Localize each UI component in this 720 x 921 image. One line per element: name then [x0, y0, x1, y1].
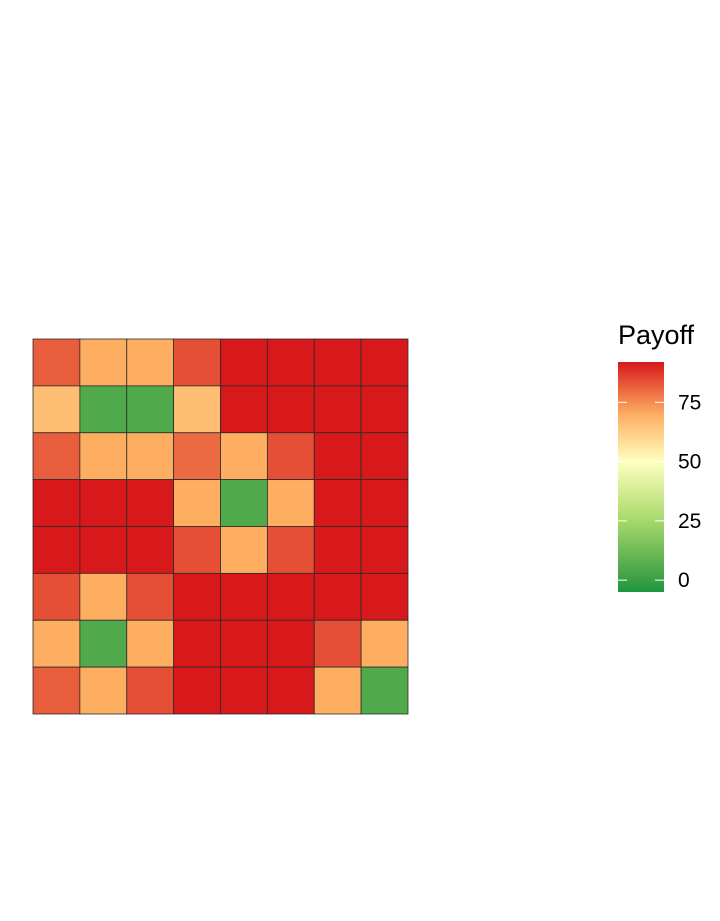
heatmap-cell — [32, 338, 81, 387]
heatmap-cell — [266, 572, 315, 621]
heatmap-cell — [266, 526, 315, 574]
heatmap-cell — [220, 619, 268, 668]
legend: Payoff 0 25 50 75 — [618, 320, 701, 592]
heatmap-cell — [220, 385, 268, 434]
heatmap-cell — [313, 526, 362, 574]
heatmap-cell — [32, 572, 81, 621]
heatmap-cell — [79, 385, 128, 434]
heatmap-cell — [79, 666, 128, 715]
heatmap-cell — [313, 479, 362, 527]
heatmap-cell — [79, 572, 128, 621]
heatmap-cell — [313, 619, 362, 668]
heatmap-cell — [173, 526, 221, 574]
heatmap-cell — [266, 479, 315, 527]
heatmap-cell — [79, 432, 128, 481]
heatmap-cell — [79, 526, 128, 574]
legend-tick-label: 0 — [678, 569, 690, 592]
heatmap-cell — [173, 432, 221, 481]
heatmap-cell — [173, 619, 221, 668]
heatmap-cell — [32, 619, 81, 668]
heatmap-cell — [313, 666, 362, 715]
legend-tick-label: 75 — [678, 391, 701, 414]
heatmap-cell — [126, 479, 175, 527]
heatmap-cell — [360, 479, 409, 527]
heatmap-cell — [220, 526, 268, 574]
legend-ticks: 0 25 50 75 — [618, 391, 701, 592]
heatmap-cell — [266, 385, 315, 434]
heatmap-cell — [360, 619, 409, 668]
heatmap-cell — [32, 666, 81, 715]
heatmap-cell — [220, 432, 268, 481]
heatmap-cell — [32, 385, 81, 434]
heatmap-cell — [79, 619, 128, 668]
heatmap-cell — [313, 338, 362, 387]
legend-tick-label: 50 — [678, 451, 701, 474]
heatmap-cell — [32, 479, 81, 527]
heatmap-cell — [360, 666, 409, 715]
heatmap-cell — [173, 572, 221, 621]
heatmap-cell — [313, 385, 362, 434]
heatmap-cell — [313, 432, 362, 481]
legend-tick-label: 25 — [678, 510, 701, 533]
heatmap-cell — [126, 619, 175, 668]
heatmap-cell — [173, 666, 221, 715]
heatmap-cell — [360, 526, 409, 574]
legend-colorbar — [618, 362, 664, 592]
heatmap-cell — [173, 338, 221, 387]
heatmap-cell — [32, 432, 81, 481]
heatmap-cell — [126, 432, 175, 481]
heatmap-cell — [32, 526, 81, 574]
heatmap-cell — [220, 479, 268, 527]
heatmap-cell — [220, 572, 268, 621]
heatmap-cell — [173, 479, 221, 527]
heatmap-cell — [126, 526, 175, 574]
heatmap-cell — [79, 338, 128, 387]
heatmap-cell — [313, 572, 362, 621]
heatmap-cell — [360, 572, 409, 621]
heatmap-cell — [220, 666, 268, 715]
heatmap-cell — [266, 619, 315, 668]
heatmap-cell — [266, 666, 315, 715]
heatmap-cell — [220, 338, 268, 387]
heatmap-cell — [360, 338, 409, 387]
heatmap-grid — [32, 338, 409, 715]
heatmap-cell — [266, 338, 315, 387]
legend-title: Payoff — [618, 320, 695, 350]
heatmap-cell — [360, 385, 409, 434]
heatmap-cell — [173, 385, 221, 434]
heatmap-cell — [126, 572, 175, 621]
heatmap-cell — [126, 666, 175, 715]
heatmap-cell — [79, 479, 128, 527]
heatmap-cell — [266, 432, 315, 481]
heatmap-cell — [126, 338, 175, 387]
heatmap-cell — [360, 432, 409, 481]
heatmap-cell — [126, 385, 175, 434]
